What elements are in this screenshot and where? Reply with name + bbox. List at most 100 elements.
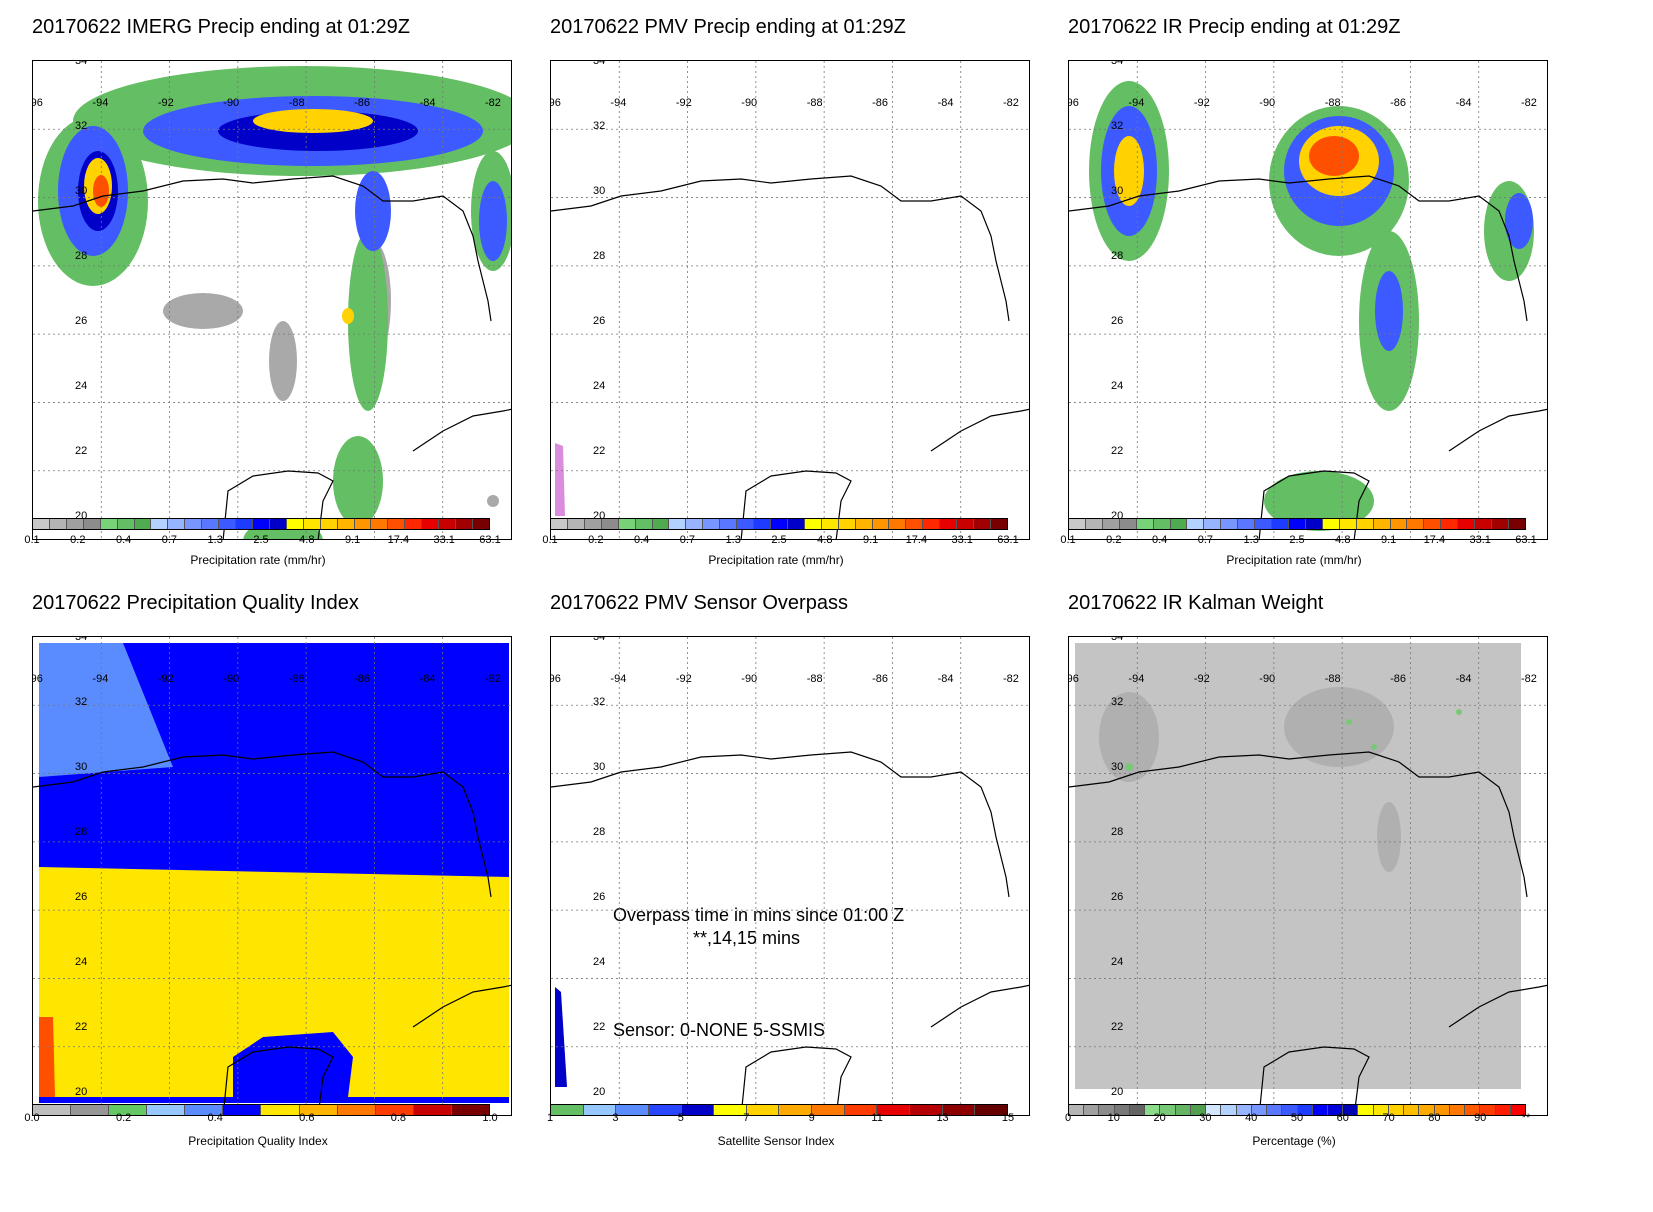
cuba-coastline bbox=[930, 408, 1029, 452]
colorbar-swatch bbox=[320, 519, 338, 529]
quality-field bbox=[39, 643, 509, 1103]
longitude-label: -84 bbox=[937, 673, 954, 685]
colorbar-swatch bbox=[299, 1105, 338, 1115]
colorbar-title-ir: Precipitation rate (mm/hr) bbox=[1226, 553, 1362, 567]
longitude-label: -96 bbox=[551, 97, 561, 109]
longitude-label: -84 bbox=[419, 97, 436, 109]
colorbar-swatch bbox=[974, 519, 991, 529]
longitude-label: -88 bbox=[288, 97, 305, 109]
colorbar-tick-label: 9 bbox=[808, 1112, 815, 1124]
colorbar-tick-label: 0.7 bbox=[1197, 534, 1214, 546]
colorbar-swatch bbox=[681, 1105, 715, 1115]
longitude-label: -82 bbox=[1521, 97, 1537, 109]
colorbar-tick-label: 0.2 bbox=[588, 534, 604, 546]
colorbar-swatch bbox=[1390, 519, 1408, 529]
colorbar-swatch bbox=[1465, 1105, 1481, 1115]
latitude-label: 32 bbox=[1111, 120, 1124, 132]
latitude-label: 32 bbox=[593, 696, 606, 708]
colorbar-swatch bbox=[388, 519, 406, 529]
sensor-legend: Sensor: 0-NONE 5-SSMIS bbox=[613, 1020, 826, 1040]
colorbar-title-sensor: Satellite Sensor Index bbox=[717, 1134, 835, 1148]
precip-field-ir bbox=[1089, 81, 1534, 531]
latitude-label: 22 bbox=[1111, 1021, 1124, 1033]
cuba-coastline bbox=[1448, 984, 1547, 1028]
colorbar-swatch bbox=[1495, 1105, 1511, 1115]
kalman-field bbox=[1075, 643, 1521, 1089]
latitude-label: 34 bbox=[75, 636, 88, 643]
longitude-label: -94 bbox=[92, 97, 109, 109]
colorbar-swatch bbox=[1510, 1105, 1526, 1115]
latitude-label: 26 bbox=[593, 315, 606, 327]
map-overlay bbox=[551, 61, 1029, 539]
latitude-label: 34 bbox=[1111, 60, 1124, 67]
colorbar-tick-label: 0.0 bbox=[24, 1112, 40, 1124]
colorbar-title-kalman: Percentage (%) bbox=[1252, 1134, 1336, 1148]
colorbar-swatch bbox=[812, 1105, 845, 1115]
longitude-label: -90 bbox=[741, 673, 758, 685]
colorbar-swatch bbox=[1221, 1105, 1237, 1115]
colorbar-title-pmv: Precipitation rate (mm/hr) bbox=[708, 553, 844, 567]
colorbar-tick-label: 3 bbox=[612, 1112, 619, 1124]
longitude-label: -90 bbox=[1259, 97, 1276, 109]
colorbar-tick-label: 11 bbox=[871, 1112, 883, 1124]
yucatan-coastline bbox=[222, 1046, 334, 1115]
colorbar-swatch bbox=[770, 519, 788, 529]
latitude-label: 24 bbox=[1111, 956, 1124, 968]
colorbar-swatch bbox=[551, 1105, 584, 1115]
colorbar-tick-label: 0.1 bbox=[24, 534, 40, 546]
colorbar-swatch bbox=[910, 1105, 943, 1115]
colorbar-swatch bbox=[957, 519, 975, 529]
panel-title-pqi: 20170622 Precipitation Quality Index bbox=[32, 592, 359, 614]
colorbar-swatch bbox=[583, 1105, 617, 1115]
colorbar-swatch bbox=[551, 519, 568, 529]
latitude-label: 22 bbox=[75, 445, 88, 457]
colorbar-swatch bbox=[855, 519, 873, 529]
colorbar-swatch bbox=[49, 519, 67, 529]
colorbar-swatch bbox=[117, 519, 135, 529]
longitude-label: -94 bbox=[92, 673, 109, 685]
colorbar-swatch bbox=[1170, 519, 1188, 529]
colorbar-swatch bbox=[1373, 1105, 1389, 1115]
colorbar-tick-label: 0.8 bbox=[390, 1112, 407, 1124]
latitude-label: 30 bbox=[75, 761, 88, 773]
colorbar-tick-label: 30 bbox=[1199, 1112, 1212, 1124]
longitude-label: -88 bbox=[1324, 673, 1341, 685]
colorbar-swatch bbox=[1339, 519, 1357, 529]
colorbar-tick-label: 0.4 bbox=[207, 1112, 223, 1124]
gulf-coastline bbox=[1069, 175, 1528, 322]
colorbar-tick-label: 17.4 bbox=[1423, 534, 1446, 546]
colorbar-tick-label: 15 bbox=[1001, 1112, 1015, 1124]
colorbar-tick-label: 1.3 bbox=[207, 534, 223, 546]
cuba-coastline bbox=[412, 984, 511, 1028]
colorbar-tick-label: 10 bbox=[1107, 1112, 1120, 1124]
colorbar-swatch bbox=[889, 519, 907, 529]
colorbar-swatch bbox=[71, 1105, 110, 1115]
longitude-label: -82 bbox=[1521, 673, 1537, 685]
colorbar-tick-label: 0.4 bbox=[115, 534, 132, 546]
colorbar-swatch bbox=[1407, 519, 1425, 529]
colorbar-swatch bbox=[1160, 1105, 1176, 1115]
colorbar-swatch bbox=[1419, 1105, 1435, 1115]
colorbar-tick-label: 17.4 bbox=[905, 534, 928, 546]
colorbar-swatch bbox=[413, 1105, 452, 1115]
colorbar-swatch bbox=[354, 519, 372, 529]
map-kalman: -96 -94 -92 -90 -88 -86 -84 -82 34 32 30 28 26 24 22 20 bbox=[1068, 636, 1548, 1116]
gulf-coastline bbox=[33, 175, 492, 322]
colorbar-tick-label: 50 bbox=[1290, 1112, 1304, 1124]
colorbar-swatch bbox=[844, 1105, 878, 1115]
precip-field-imerg bbox=[38, 66, 511, 539]
latitude-label: 32 bbox=[75, 696, 88, 708]
colorbar-swatch bbox=[923, 519, 941, 529]
longitude-label: -96 bbox=[1069, 97, 1079, 109]
colorbar-swatch bbox=[337, 519, 355, 529]
colorbar-swatch bbox=[1255, 519, 1273, 529]
longitude-label: -84 bbox=[937, 97, 954, 109]
colorbar-tick-label: 9.1 bbox=[344, 534, 361, 546]
colorbar-swatch bbox=[303, 519, 321, 529]
longitude-label: -94 bbox=[1128, 673, 1145, 685]
colorbar-tick-label: 0.4 bbox=[633, 534, 650, 546]
colorbar-tick-label: 4.8 bbox=[817, 534, 833, 546]
colorbar-swatch bbox=[1441, 519, 1459, 529]
latitude-label: 24 bbox=[75, 956, 88, 968]
colorbar-tick-label: 0.1 bbox=[542, 534, 558, 546]
